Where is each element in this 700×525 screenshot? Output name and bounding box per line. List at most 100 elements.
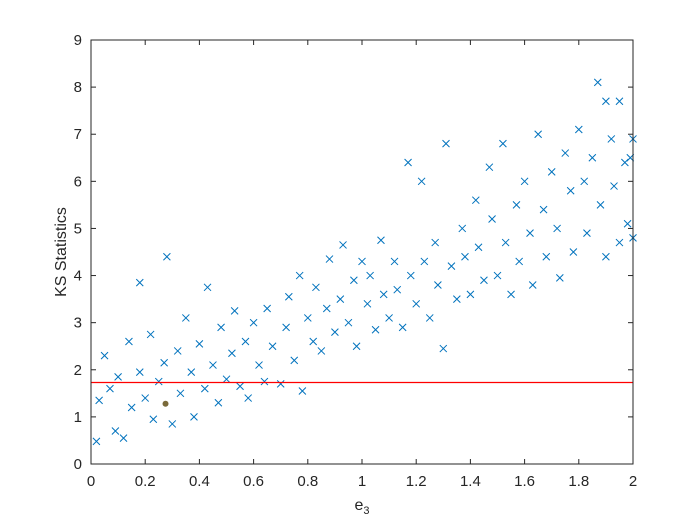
- data-point: [580, 177, 589, 186]
- data-point: [420, 257, 429, 266]
- data-point: [106, 384, 114, 393]
- data-point: [623, 219, 632, 228]
- data-point: [526, 229, 534, 238]
- data-point: [111, 427, 120, 435]
- data-point: [385, 314, 393, 322]
- data-point: [474, 243, 483, 252]
- x-tick-label: 0.6: [243, 473, 264, 490]
- data-point: [263, 304, 272, 313]
- data-point: [295, 271, 304, 280]
- data-point: [195, 340, 204, 348]
- data-point: [442, 139, 450, 148]
- data-point: [119, 434, 128, 442]
- y-tick-label: 1: [74, 409, 82, 426]
- data-point: [574, 125, 583, 134]
- y-tick-label: 9: [74, 32, 82, 49]
- x-tick-label: 2: [629, 473, 637, 490]
- data-point: [260, 377, 269, 386]
- data-point: [203, 283, 212, 292]
- data-point: [439, 344, 448, 353]
- data-point: [217, 323, 225, 332]
- data-point: [322, 304, 331, 313]
- y-axis-ticks: 0 1 2 3 4 5 6 7 8 9: [74, 32, 633, 473]
- data-point: [146, 330, 155, 339]
- data-point: [255, 361, 263, 369]
- data-point: [615, 238, 624, 247]
- data-point: [596, 201, 605, 209]
- data-point: [488, 215, 496, 223]
- x-tick-label: 1: [358, 473, 366, 490]
- data-point: [499, 139, 507, 148]
- data-point: [566, 186, 575, 195]
- data-point: [555, 274, 564, 282]
- data-point: [127, 403, 136, 412]
- data-point: [100, 351, 109, 360]
- data-point: [447, 262, 456, 270]
- x-tick-label: 1.2: [406, 473, 427, 490]
- data-point: [298, 387, 307, 395]
- data-point: [471, 196, 480, 205]
- data-point: [352, 342, 361, 351]
- data-point: [230, 307, 239, 315]
- data-point: [417, 177, 426, 186]
- data-point: [377, 236, 385, 245]
- data-point: [363, 299, 372, 308]
- data-point: [190, 413, 198, 421]
- data-point: [393, 285, 402, 294]
- data-point: [160, 358, 169, 367]
- highlight-point-group: [162, 400, 169, 407]
- data-point: [284, 292, 293, 301]
- data-point: [312, 283, 320, 292]
- x-tick-label: 1.8: [568, 473, 589, 490]
- y-axis-label: KS Statistics: [53, 207, 70, 297]
- data-point: [154, 377, 163, 386]
- data-point: [615, 97, 624, 106]
- data-point: [539, 205, 548, 214]
- data-point: [398, 323, 407, 332]
- data-point: [493, 271, 502, 280]
- highlight-point: [162, 400, 169, 407]
- data-point: [412, 299, 421, 308]
- data-point: [168, 420, 177, 428]
- x-axis-label-main: e: [354, 497, 363, 514]
- scatter-series: [92, 78, 637, 446]
- y-tick-label: 7: [74, 126, 82, 143]
- data-point: [553, 224, 561, 233]
- data-point: [561, 149, 570, 157]
- data-point: [209, 361, 217, 369]
- data-point: [528, 281, 537, 289]
- data-point: [512, 201, 521, 209]
- data-point: [135, 278, 144, 287]
- data-point: [303, 314, 312, 322]
- data-point: [336, 295, 345, 303]
- y-tick-label: 5: [74, 220, 82, 237]
- data-point: [268, 342, 277, 351]
- data-point: [501, 238, 510, 247]
- data-point: [214, 398, 223, 407]
- data-point: [431, 238, 440, 247]
- data-point: [485, 163, 494, 172]
- plot-area: [91, 40, 633, 464]
- data-point: [228, 349, 236, 358]
- y-tick-label: 8: [74, 79, 82, 96]
- data-point: [176, 389, 185, 398]
- data-point: [593, 78, 602, 87]
- data-point: [602, 252, 610, 261]
- x-tick-label: 0.2: [135, 473, 156, 490]
- y-tick-label: 6: [74, 173, 82, 190]
- data-point: [249, 318, 258, 327]
- data-point: [331, 328, 339, 336]
- data-point: [200, 384, 209, 393]
- data-point: [163, 252, 171, 261]
- data-point: [290, 356, 299, 365]
- data-point: [452, 295, 461, 303]
- data-point: [466, 290, 475, 299]
- data-point: [141, 394, 150, 402]
- data-point: [602, 97, 610, 106]
- data-point: [588, 153, 597, 162]
- data-point: [276, 380, 285, 388]
- x-axis-label: e3: [354, 497, 369, 517]
- y-tick-label: 4: [74, 268, 82, 285]
- data-point: [114, 372, 122, 381]
- data-point: [187, 368, 196, 376]
